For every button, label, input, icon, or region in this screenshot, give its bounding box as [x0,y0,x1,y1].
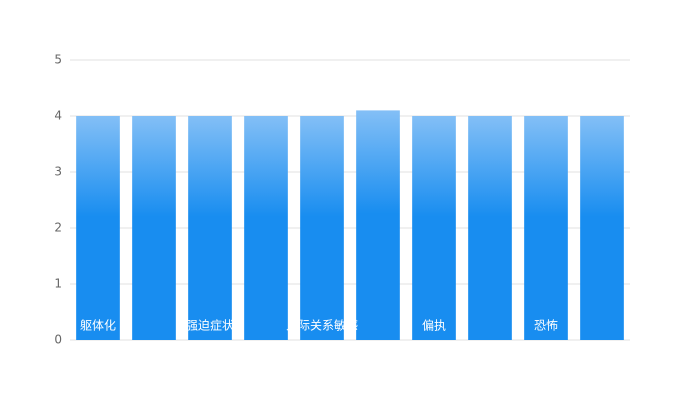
bar [188,116,232,340]
category-label: 恐怖 [534,318,558,333]
bar [356,110,400,341]
bar [300,116,344,340]
bar [468,116,512,340]
bar [412,116,456,340]
bar [244,116,288,340]
y-tick-label: 1 [54,277,62,291]
bar [76,116,120,340]
category-label: 偏执 [422,318,446,333]
y-tick-label: 0 [54,333,62,347]
bar [580,116,624,340]
y-tick-label: 5 [54,53,62,67]
bar [132,116,176,340]
y-tick-label: 4 [54,109,62,123]
y-tick-label: 2 [54,221,62,235]
bar [524,116,568,340]
category-label: 强迫症状 [186,318,234,333]
category-label: 人际关系敏感 [286,318,358,333]
y-tick-label: 3 [54,165,62,179]
category-label: 躯体化 [80,318,116,333]
